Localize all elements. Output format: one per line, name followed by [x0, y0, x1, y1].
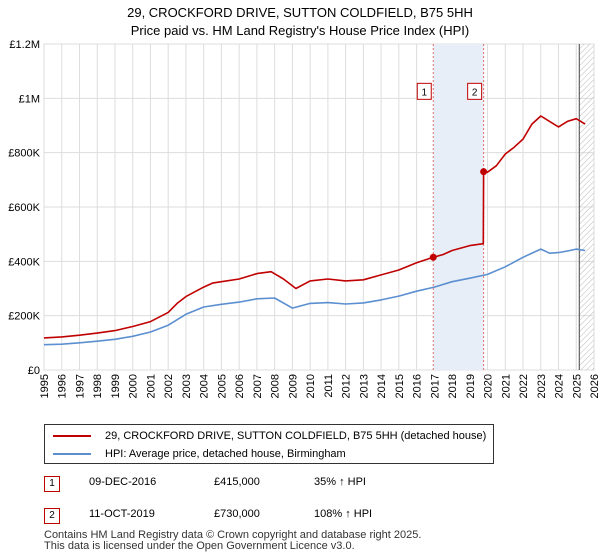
legend-swatch-hpi	[53, 453, 91, 455]
x-tick-label: 2019	[465, 374, 477, 398]
x-tick-label: 1998	[92, 374, 104, 398]
chart-title-main: 29, CROCKFORD DRIVE, SUTTON COLDFIELD, B…	[127, 5, 473, 20]
x-tick-label: 2009	[287, 374, 299, 398]
x-tick-label: 2011	[323, 374, 335, 398]
x-tick-label: 2010	[305, 374, 317, 398]
x-tick-label: 2016	[412, 374, 424, 398]
x-tick-label: 2013	[358, 374, 370, 398]
chart-title: 29, CROCKFORD DRIVE, SUTTON COLDFIELD, B…	[0, 4, 600, 40]
sale-point	[480, 168, 488, 176]
footer-copyright: Contains HM Land Registry data © Crown c…	[44, 529, 422, 541]
legend-item-property: 29, CROCKFORD DRIVE, SUTTON COLDFIELD, B…	[53, 428, 486, 444]
legend: 29, CROCKFORD DRIVE, SUTTON COLDFIELD, B…	[44, 424, 494, 464]
price-chart: £0 £200K £400K £600K £800K £1M £1.2M 1995 1996 19…	[8, 39, 600, 398]
x-tick-label: 2021	[500, 374, 512, 398]
sale-hpi-change: 35% ↑ HPI	[314, 476, 366, 488]
sale-price: £730,000	[214, 508, 260, 520]
x-tick-label: 2014	[376, 374, 388, 398]
x-tick-label: 2001	[145, 374, 157, 398]
y-tick-label: £600K	[8, 202, 40, 214]
x-tick-label: 2000	[128, 374, 140, 398]
shade-layer	[432, 44, 594, 370]
sale-point	[429, 253, 437, 261]
hpi-series-line	[43, 248, 586, 346]
y-tick-label: £1M	[19, 93, 40, 105]
sale-row: 1 09-DEC-2016 £415,000 35% ↑ HPI	[44, 472, 564, 496]
grid-layer	[43, 43, 595, 371]
chart-subtitle: Price paid vs. HM Land Registry's House …	[130, 23, 470, 38]
sale-hpi-change: 108% ↑ HPI	[314, 508, 373, 520]
sale-marker-badge: 1	[44, 476, 60, 492]
sale-row: 2 11-OCT-2019 £730,000 108% ↑ HPI	[44, 504, 564, 528]
x-tick-label: 2022	[518, 374, 530, 398]
property-series-line	[43, 115, 586, 339]
y-tick-label: £400K	[8, 256, 40, 268]
footer: Contains HM Land Registry data © Crown c…	[44, 530, 421, 552]
sale-marker-badge: 2	[44, 508, 60, 524]
x-tick-label: 2026	[589, 374, 600, 398]
legend-label-hpi: HPI: Average price, detached house, Birm…	[105, 448, 346, 460]
x-tick-label: 2005	[216, 374, 228, 398]
y-tick-label: £0	[28, 365, 40, 377]
x-tick-label: 2024	[554, 374, 566, 398]
footer-licence: This data is licensed under the Open Gov…	[44, 540, 355, 552]
sale-price: £415,000	[214, 476, 260, 488]
x-tick-label: 2012	[341, 374, 353, 398]
legend-label-property: 29, CROCKFORD DRIVE, SUTTON COLDFIELD, B…	[105, 430, 487, 442]
x-tick-label: 1995	[39, 374, 51, 398]
x-tick-label: 2002	[163, 374, 175, 398]
x-tick-label: 1996	[57, 374, 69, 398]
sale-date: 11-OCT-2019	[89, 508, 155, 520]
sale-date: 09-DEC-2016	[89, 476, 157, 488]
y-tick-label: £200K	[8, 311, 40, 323]
x-tick-label: 2025	[571, 374, 583, 398]
sale-label-box	[467, 82, 483, 100]
x-tick-label: 2018	[447, 374, 459, 398]
x-tick-label: 2023	[536, 374, 548, 398]
series-layer	[43, 115, 586, 346]
x-tick-label: 2007	[252, 374, 264, 398]
forecast-hatch	[579, 44, 594, 370]
sale-label-box	[416, 82, 432, 100]
sale-label-text: 1	[421, 87, 427, 98]
x-tick-label: 1997	[74, 374, 86, 398]
y-tick-label: £800K	[8, 148, 40, 160]
axis-layer: £0 £200K £400K £600K £800K £1M £1.2M 1995 1996 19…	[8, 39, 600, 398]
x-tick-label: 2003	[181, 374, 193, 398]
x-tick-label: 2015	[394, 374, 406, 398]
x-tick-label: 2006	[234, 374, 246, 398]
y-tick-label: £1.2M	[9, 39, 40, 51]
x-tick-label: 2008	[270, 374, 282, 398]
sale-label-text: 2	[472, 87, 478, 98]
x-tick-label: 1999	[110, 374, 122, 398]
x-tick-label: 2004	[199, 374, 211, 398]
x-tick-label: 2020	[483, 374, 495, 398]
legend-swatch-property	[53, 435, 91, 437]
x-tick-label: 2017	[429, 374, 441, 398]
legend-item-hpi: HPI: Average price, detached house, Birm…	[53, 446, 346, 462]
